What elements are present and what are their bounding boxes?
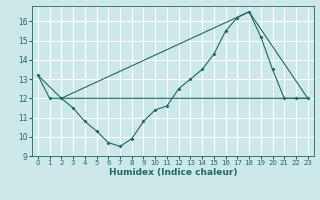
X-axis label: Humidex (Indice chaleur): Humidex (Indice chaleur) bbox=[108, 168, 237, 177]
